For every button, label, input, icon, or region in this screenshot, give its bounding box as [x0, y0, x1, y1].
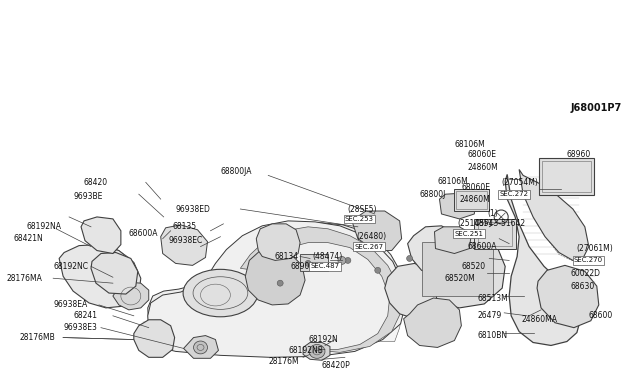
Text: 60022D: 60022D	[571, 269, 601, 278]
Polygon shape	[537, 265, 599, 328]
Text: 68421N: 68421N	[13, 234, 43, 243]
Text: 08543-51642: 08543-51642	[474, 219, 525, 228]
Text: 68106M: 68106M	[438, 177, 468, 186]
Ellipse shape	[309, 344, 325, 358]
Text: 68106M: 68106M	[454, 140, 485, 149]
Bar	[542, 161, 591, 192]
Polygon shape	[415, 233, 460, 273]
Text: 96938ED: 96938ED	[175, 205, 211, 214]
Text: 68135: 68135	[173, 222, 196, 231]
Text: SEC.487: SEC.487	[310, 263, 339, 269]
Ellipse shape	[183, 269, 258, 317]
Text: 68241: 68241	[73, 311, 97, 320]
Text: (48474): (48474)	[312, 252, 342, 261]
Text: 28176MA: 28176MA	[6, 274, 42, 283]
Bar	[539, 158, 594, 195]
Text: 68900: 68900	[290, 262, 314, 271]
Ellipse shape	[193, 341, 207, 354]
Polygon shape	[91, 253, 138, 294]
Polygon shape	[385, 263, 436, 318]
Polygon shape	[151, 224, 403, 341]
Bar	[474, 219, 516, 248]
Text: (25145P): (25145P)	[458, 219, 492, 228]
Polygon shape	[59, 245, 141, 308]
Polygon shape	[161, 225, 207, 265]
Text: 68800JA: 68800JA	[220, 167, 252, 176]
Text: 96938EC: 96938EC	[169, 236, 203, 245]
Bar	[456, 191, 487, 209]
Text: SEC.253: SEC.253	[345, 216, 374, 222]
Bar	[454, 189, 489, 211]
Text: 68420: 68420	[83, 178, 107, 187]
Polygon shape	[148, 223, 404, 349]
Polygon shape	[505, 174, 581, 346]
Text: 68192NA: 68192NA	[26, 222, 61, 231]
Polygon shape	[245, 248, 305, 305]
Text: 24860M: 24860M	[460, 195, 490, 203]
Text: 68420P: 68420P	[322, 361, 351, 370]
Polygon shape	[241, 227, 402, 352]
Polygon shape	[440, 193, 476, 219]
Text: SEC.267: SEC.267	[355, 244, 384, 250]
Circle shape	[406, 256, 413, 262]
Polygon shape	[435, 227, 471, 253]
Text: 68600A: 68600A	[467, 242, 497, 251]
Polygon shape	[415, 230, 505, 308]
Text: 28176MB: 28176MB	[19, 333, 55, 342]
Circle shape	[305, 260, 311, 266]
Text: 68960: 68960	[567, 150, 591, 159]
Circle shape	[345, 257, 351, 263]
Text: SEC.272: SEC.272	[499, 191, 528, 197]
Circle shape	[277, 280, 283, 286]
Text: 68192NC: 68192NC	[53, 262, 88, 271]
Text: 68600: 68600	[589, 311, 613, 320]
Polygon shape	[148, 221, 406, 357]
Polygon shape	[184, 336, 218, 358]
Text: SEC.251: SEC.251	[454, 231, 483, 237]
Circle shape	[375, 267, 381, 273]
Text: 68513M: 68513M	[477, 294, 508, 302]
Text: 68520: 68520	[461, 262, 486, 271]
Text: 68520M: 68520M	[444, 274, 476, 283]
Text: 68060E: 68060E	[461, 183, 490, 192]
Text: 68192NB: 68192NB	[288, 346, 323, 355]
Text: (1): (1)	[487, 209, 498, 218]
Text: (27054M): (27054M)	[501, 178, 538, 187]
Text: 96938EA: 96938EA	[53, 301, 88, 310]
Text: 26479: 26479	[477, 311, 502, 320]
Text: SEC.270: SEC.270	[574, 257, 603, 263]
Circle shape	[338, 256, 346, 264]
Text: J68001P7: J68001P7	[571, 103, 622, 113]
Bar	[422, 242, 493, 296]
Polygon shape	[519, 170, 589, 260]
Text: 68630: 68630	[571, 282, 595, 291]
Text: 28176M: 28176M	[268, 357, 299, 366]
Text: 68600A: 68600A	[129, 229, 158, 238]
Polygon shape	[303, 343, 330, 360]
Text: 68800J: 68800J	[420, 190, 446, 199]
Text: 9693BE: 9693BE	[73, 192, 102, 201]
Text: (26480): (26480)	[357, 232, 387, 241]
Text: 68192N: 68192N	[308, 335, 338, 344]
Polygon shape	[81, 217, 121, 253]
Polygon shape	[134, 320, 175, 357]
Polygon shape	[256, 224, 300, 260]
Text: 24860M: 24860M	[467, 163, 498, 172]
Polygon shape	[404, 298, 461, 347]
Text: (27061M): (27061M)	[576, 244, 612, 253]
Bar	[300, 253, 328, 271]
Polygon shape	[408, 226, 461, 274]
Text: 96938E3: 96938E3	[63, 323, 97, 332]
Polygon shape	[113, 282, 148, 310]
Bar	[478, 222, 512, 246]
Text: 68134: 68134	[274, 252, 298, 261]
Text: 6810BN: 6810BN	[477, 331, 508, 340]
Text: 24860MA: 24860MA	[521, 315, 557, 324]
Text: 68060E: 68060E	[467, 150, 497, 159]
Polygon shape	[352, 211, 402, 251]
Text: (28SF5): (28SF5)	[347, 205, 376, 214]
